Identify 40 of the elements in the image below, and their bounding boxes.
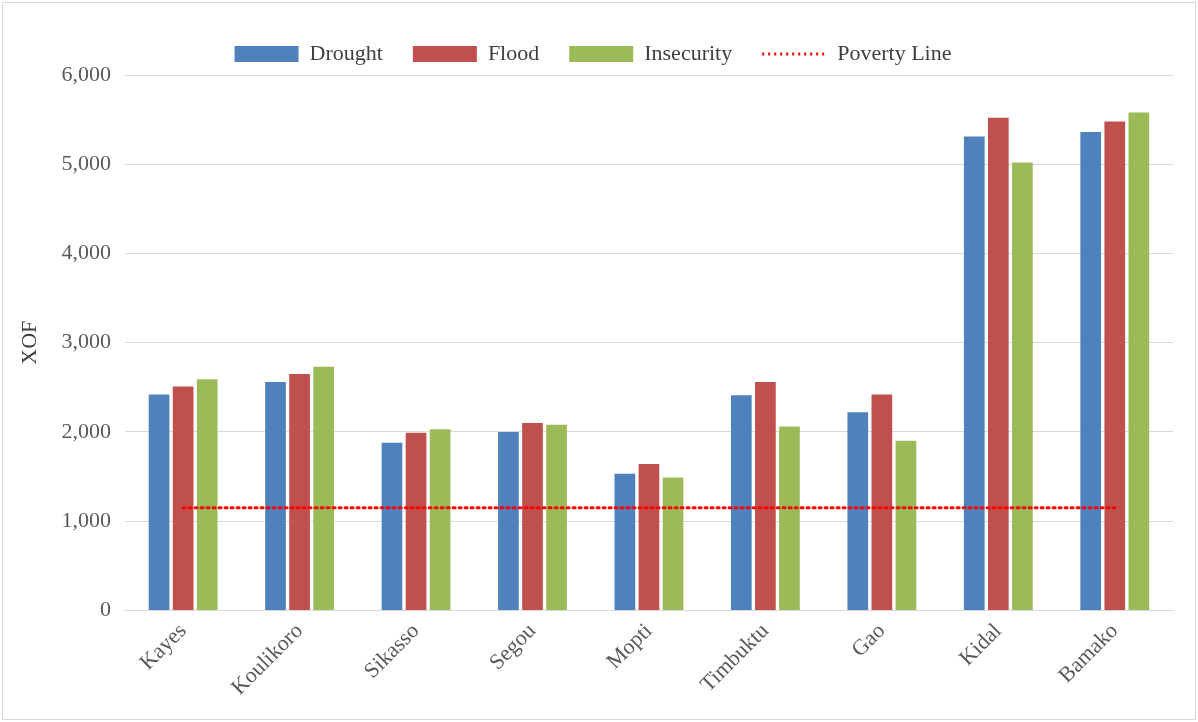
bar <box>871 394 893 610</box>
y-tick-label: 5,000 <box>61 150 111 176</box>
bar <box>313 366 334 610</box>
bar <box>779 426 800 610</box>
y-tick-label: 0 <box>99 596 111 622</box>
bar <box>148 394 170 610</box>
y-tick-label: 4,000 <box>61 239 111 265</box>
legend-label: Poverty Line <box>837 39 952 65</box>
legend-label: Insecurity <box>644 39 733 65</box>
bar <box>172 386 194 610</box>
bar <box>730 395 752 610</box>
y-tick-label: 1,000 <box>61 506 111 532</box>
bar <box>987 117 1009 610</box>
bar <box>1012 162 1033 610</box>
bar <box>895 440 917 610</box>
bar <box>522 423 543 610</box>
bar <box>405 432 427 610</box>
bar <box>1128 112 1150 610</box>
legend-label: Flood <box>487 39 540 65</box>
y-tick-label: 6,000 <box>61 60 111 86</box>
bar <box>196 379 218 610</box>
bar <box>546 424 567 610</box>
y-tick-label: 3,000 <box>61 328 111 354</box>
bar <box>289 373 310 610</box>
bar <box>1080 132 1102 610</box>
x-tick-label: Gao <box>845 617 890 662</box>
bar <box>614 473 636 610</box>
bar <box>498 431 519 610</box>
bar <box>638 464 660 610</box>
bar <box>755 381 776 610</box>
bar <box>1104 121 1126 610</box>
bar <box>662 477 684 610</box>
y-tick-label: 2,000 <box>61 417 111 443</box>
bar <box>847 412 869 610</box>
legend-label: Drought <box>309 39 383 65</box>
bar <box>429 429 451 610</box>
y-axis-title: XOF <box>15 320 41 365</box>
bar <box>963 136 985 610</box>
bar <box>381 442 403 610</box>
bar <box>265 381 286 610</box>
